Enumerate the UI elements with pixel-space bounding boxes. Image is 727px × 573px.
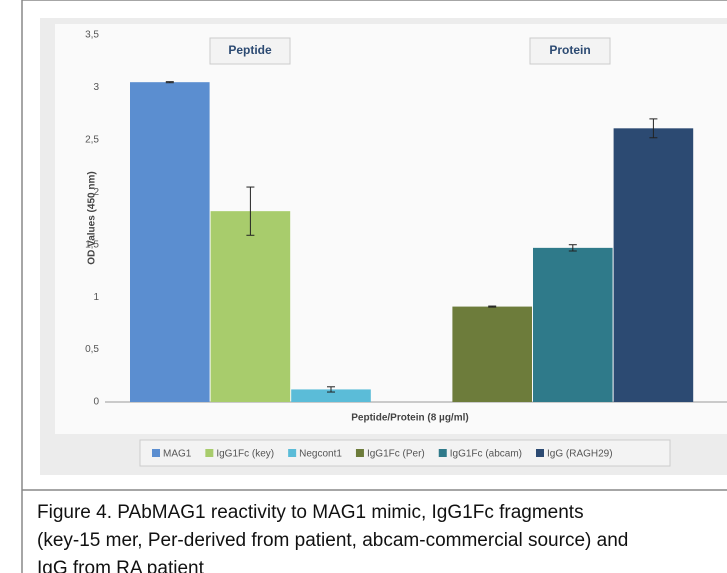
legend-label: IgG1Fc (key) (216, 449, 274, 460)
y-tick-label: 2 (93, 187, 99, 198)
annotation-box (209, 37, 291, 65)
legend-swatch (152, 449, 160, 457)
bar (210, 211, 291, 402)
y-tick-label: 1,5 (85, 239, 99, 250)
legend-swatch (438, 449, 447, 457)
legend-label: IgG (RAGH29) (547, 449, 613, 460)
y-tick-label: 3,5 (85, 30, 99, 41)
error-bar (246, 186, 255, 236)
y-tick-label: 0,5 (85, 344, 99, 355)
bar (613, 128, 694, 402)
y-tick-label: 2,5 (85, 134, 99, 145)
error-bar (327, 386, 335, 393)
annotation: Protein (549, 43, 590, 57)
legend-label: Negcont1 (299, 449, 342, 460)
bar (533, 247, 613, 402)
bar (452, 306, 532, 402)
legend-swatch (355, 449, 364, 457)
error-bar (568, 244, 577, 252)
error-bar (649, 118, 658, 139)
y-axis-title: OD Values (450 nm) (87, 171, 98, 264)
y-tick-label: 1 (93, 292, 99, 303)
legend-label: IgG1Fc (Per) (367, 449, 425, 460)
bar (130, 82, 210, 402)
x-axis-title: Peptide/Protein (8 µg/ml) (351, 413, 468, 424)
y-tick-label: 3 (93, 82, 99, 93)
error-bar (488, 305, 497, 308)
caption-line: (key-15 mer, Per-derived from patient, a… (37, 530, 628, 551)
annotation-box (529, 37, 611, 65)
caption-line: Figure 4. PAbMAG1 reactivity to MAG1 mim… (37, 502, 584, 523)
legend-swatch (288, 449, 297, 457)
legend-label: MAG1 (163, 449, 192, 460)
legend-swatch (205, 449, 214, 457)
legend-swatch (536, 449, 544, 457)
bar (291, 389, 371, 402)
caption-line: IgG from RA patient (37, 558, 205, 573)
annotation: Peptide (228, 43, 272, 57)
error-bar (165, 81, 174, 84)
legend-box (139, 439, 671, 467)
legend-label: IgG1Fc (abcam) (450, 449, 522, 460)
y-tick-label: 0 (93, 397, 99, 408)
